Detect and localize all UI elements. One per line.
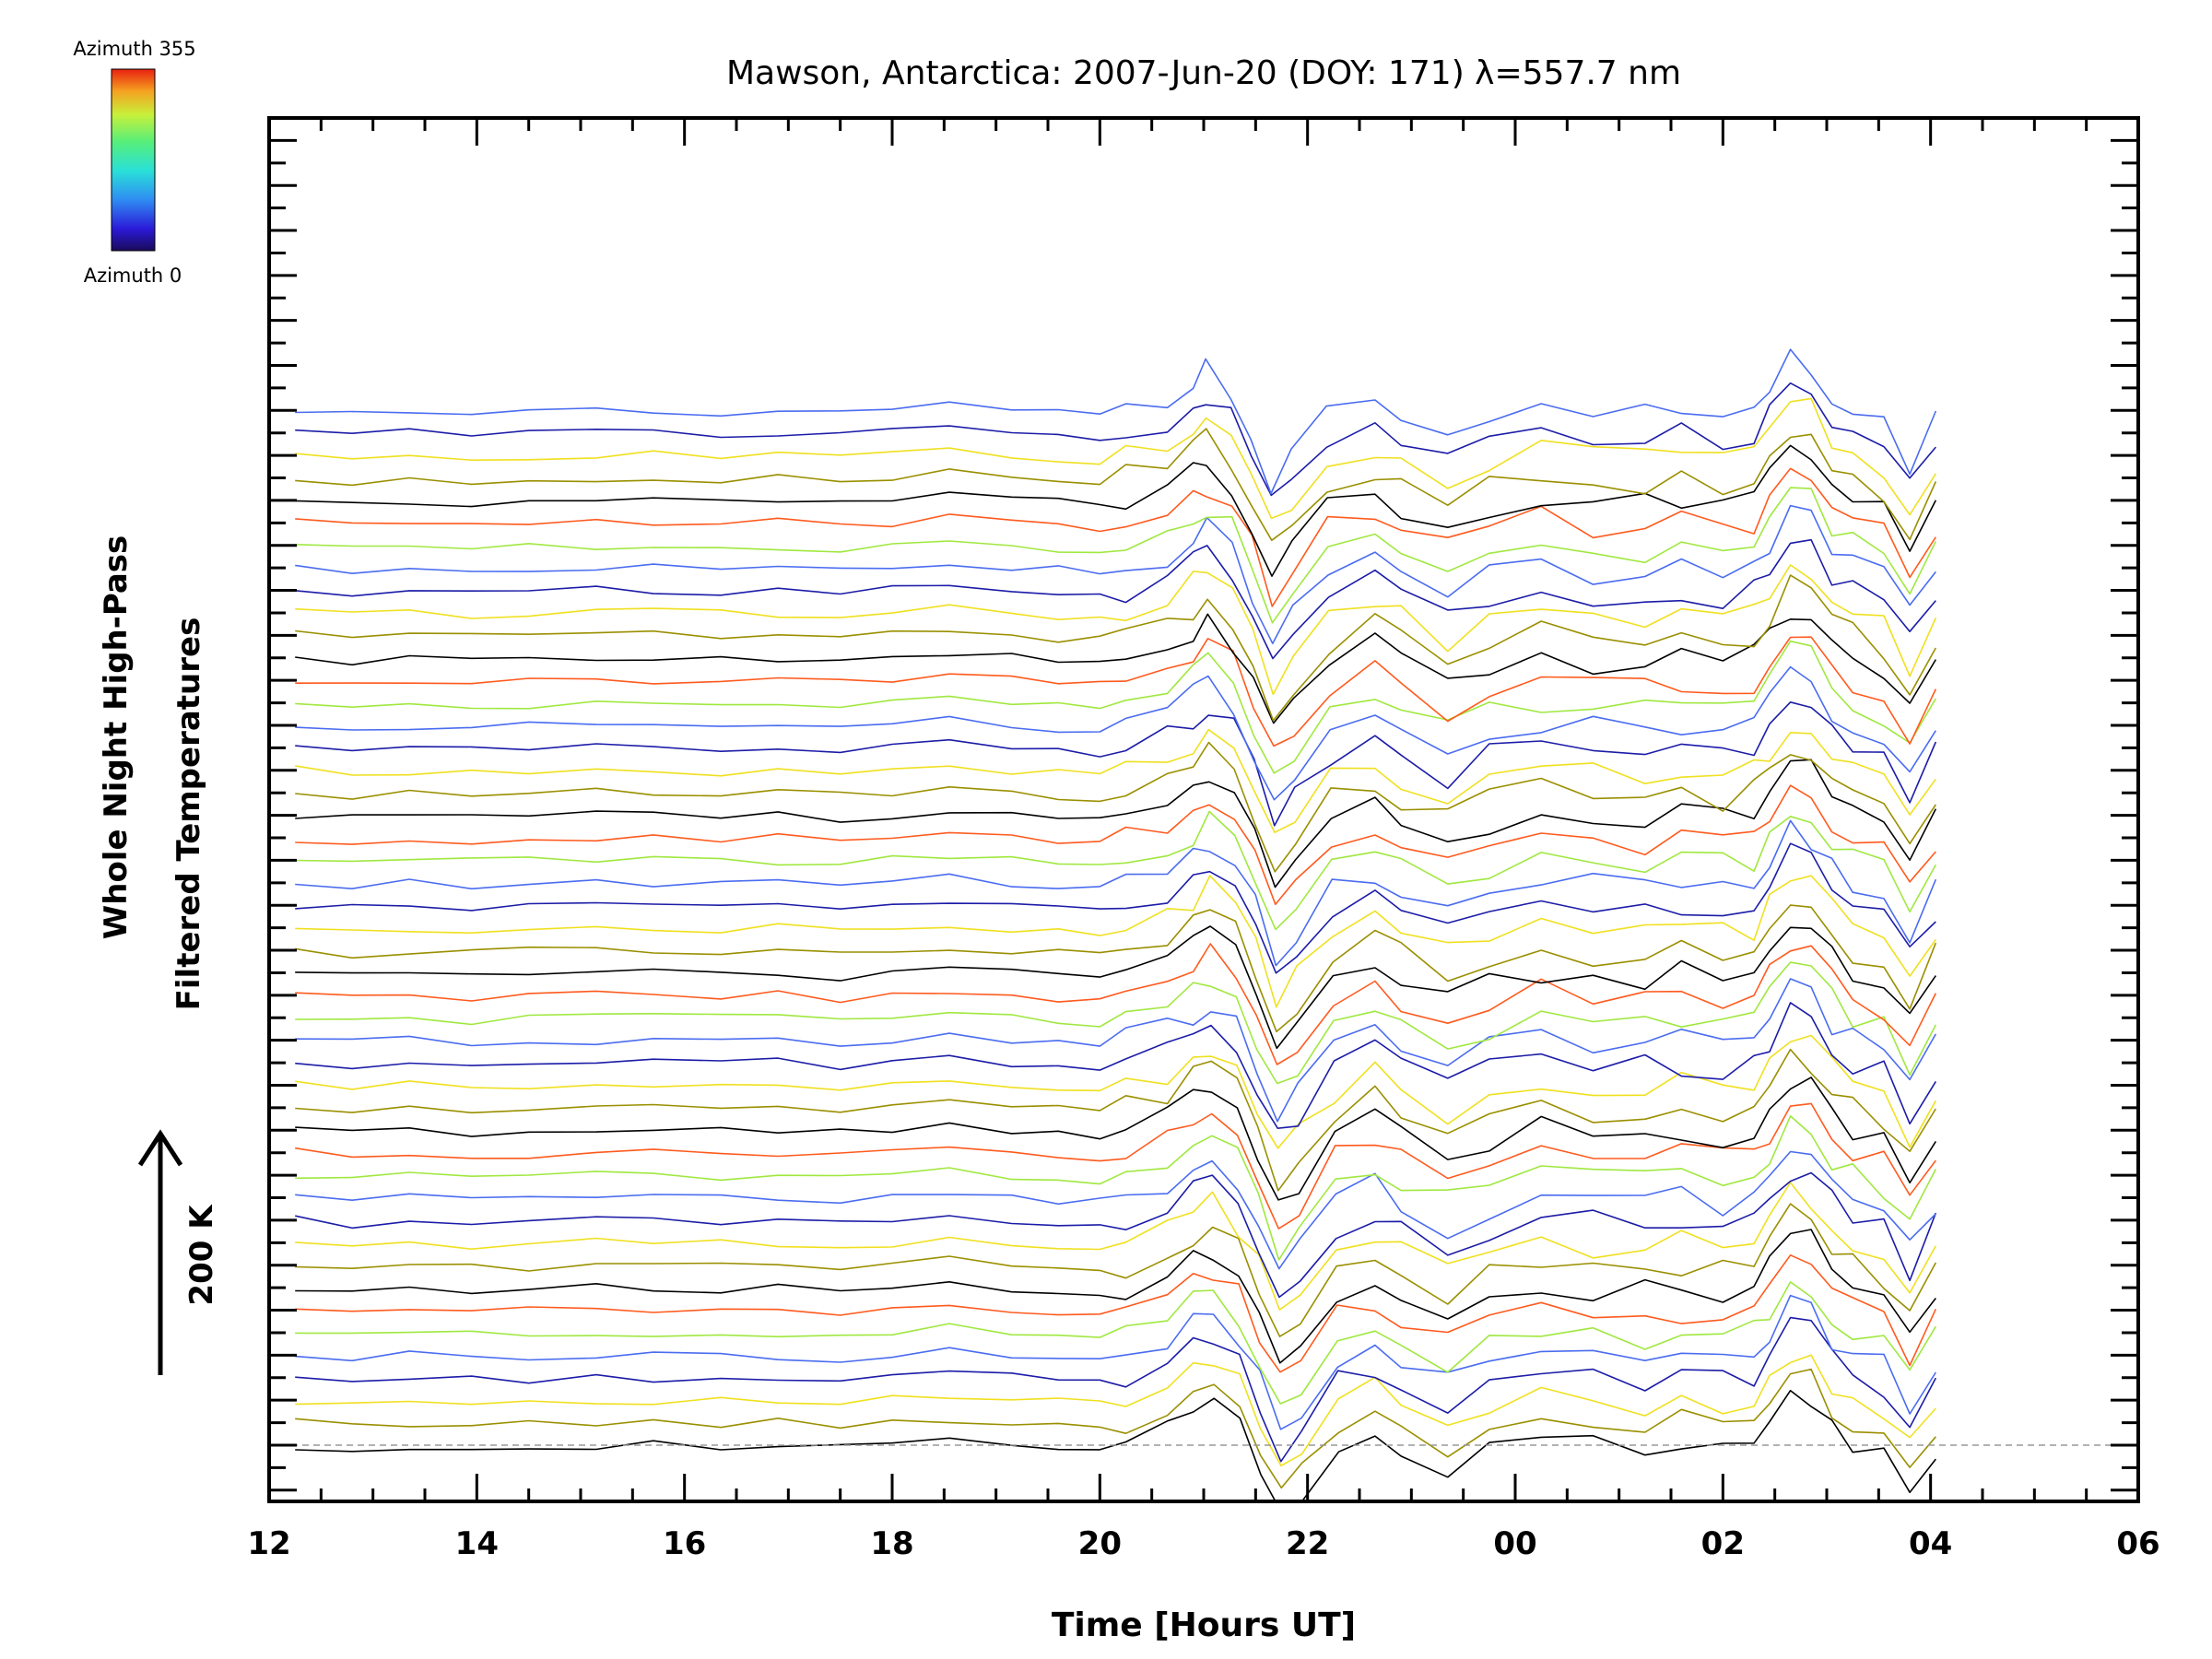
x-tick-label: 04 [1909,1525,1952,1562]
colorbar: Azimuth 355 Azimuth 0 [73,38,195,287]
scale-indicator: 200 K [137,1129,220,1375]
series-line [295,728,1936,834]
series-line [295,1354,1936,1467]
series-line [295,741,1936,873]
series-line [295,1048,1936,1192]
series-line [295,943,1937,1065]
series-line [295,1316,1937,1463]
series-line [295,504,1936,645]
colorbar-min-label: Azimuth 0 [84,265,182,287]
series-line [295,636,1937,747]
x-tick-label: 22 [1286,1525,1329,1562]
y-axis-label: Whole Night High-Pass Filtered Temperatu… [98,535,207,1011]
x-axis-label: Time [Hours UT] [1052,1606,1356,1644]
series-line [295,1034,1936,1149]
scale-arrow-head [137,1129,183,1167]
series-line [295,1203,1937,1337]
series-line [295,1389,1936,1501]
series-line [295,904,1937,1033]
x-tick-label: 20 [1078,1525,1122,1562]
series-line [295,1182,1937,1311]
series-line [295,819,1937,967]
series-line [295,1368,1936,1489]
series-line [295,978,1936,1123]
series-line [295,1115,1937,1261]
series-line [295,397,1936,520]
series-line [295,1281,1936,1405]
plot-frame [267,116,2140,1503]
series-line [295,665,1936,801]
series-line [295,961,1937,1085]
series-line [295,564,1937,696]
series-line [295,1294,1936,1430]
series-line [295,428,1937,542]
series-line [295,640,1936,774]
x-tick-label: 18 [870,1525,913,1562]
x-tick-label: 12 [247,1525,290,1562]
x-tick-label: 14 [455,1525,499,1562]
series-line [295,444,1937,577]
x-tick-label: 02 [1701,1525,1745,1562]
series-line [295,700,1937,827]
series-line [295,842,1936,974]
chart-title: Mawson, Antarctica: 2007-Jun-20 (DOY: 17… [726,54,1681,92]
series-line [295,1171,1937,1299]
series-line [295,613,1936,724]
series-line [295,1002,1936,1129]
scale-label: 200 K [183,1204,220,1306]
series-line [295,348,1937,495]
series-line [295,467,1936,607]
colorbar-max-label: Azimuth 355 [73,38,195,60]
x-tick-label: 06 [2116,1525,2159,1562]
y-axis-label-line1: Whole Night High-Pass [98,535,135,940]
series-line [295,925,1936,1050]
series-line [295,1077,1936,1201]
axis-ticks [267,118,2140,1501]
x-tick-label: 00 [1493,1525,1536,1562]
series-line [295,810,1937,931]
series-line [295,1229,1936,1364]
colorbar-gradient [111,68,156,252]
series-line [295,574,1936,722]
series-line [295,538,1936,660]
series-line [295,759,1937,888]
series-line [295,382,1936,497]
series-line [295,1102,1936,1230]
series-line [295,875,1936,1008]
x-tick-label: 16 [663,1525,706,1562]
series-line [295,487,1937,624]
x-tick-labels: 12 14 16 18 20 22 00 02 04 06 [247,1525,2159,1562]
series-line [295,1254,1937,1373]
y-axis-label-line2: Filtered Temperatures [171,618,207,1011]
series-line [295,1150,1936,1270]
series-lines [295,348,1937,1501]
series-line [295,784,1936,906]
